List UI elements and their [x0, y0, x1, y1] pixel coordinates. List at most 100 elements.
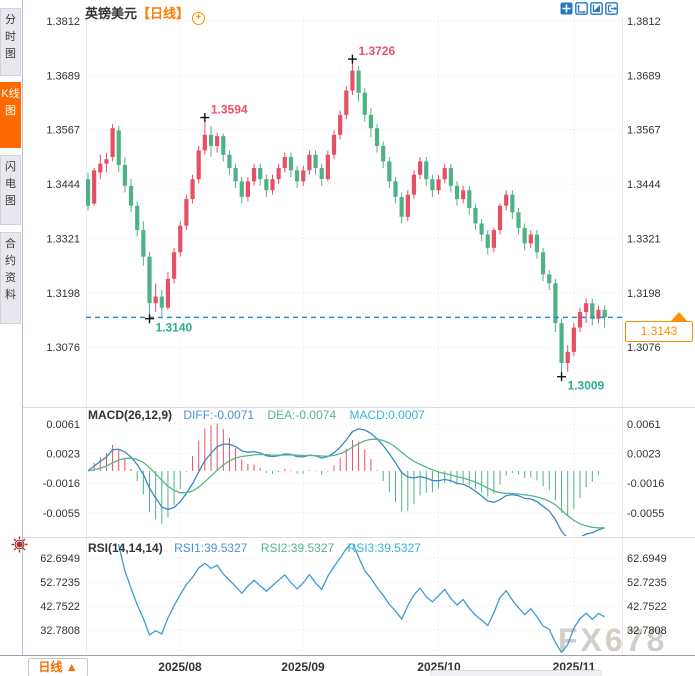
- y-axis-label: 42.7522: [40, 601, 80, 613]
- y-axis-label: 32.7808: [40, 625, 80, 637]
- y-axis-label: 0.0061: [46, 419, 80, 431]
- candle: [411, 170, 417, 200]
- candlestick-series: [86, 59, 607, 377]
- y-axis-label: 1.3198: [46, 288, 80, 300]
- sidebar-tab-timeline[interactable]: 分时图: [0, 8, 21, 76]
- candle: [325, 150, 330, 182]
- svg-text:1.3726: 1.3726: [358, 44, 395, 58]
- x-axis-label: 2025/09: [281, 660, 325, 674]
- candle: [553, 278, 558, 332]
- y-axis-label: -0.0016: [627, 478, 664, 490]
- y-axis-label: 52.7235: [627, 577, 667, 589]
- candle: [344, 86, 349, 120]
- y-axis-label: 1.3076: [46, 342, 80, 354]
- y-axis-label: 1.3567: [46, 125, 80, 137]
- y-axis-label: 1.3567: [627, 125, 661, 137]
- scrollbar-thumb[interactable]: [430, 670, 602, 676]
- svg-text:1.3009: 1.3009: [568, 379, 605, 393]
- candle: [116, 125, 121, 173]
- chart-toolbar: [560, 2, 618, 15]
- sidebar-tab-kline[interactable]: K线图: [0, 82, 21, 148]
- candle: [276, 163, 281, 184]
- candle: [251, 163, 257, 186]
- candle: [258, 163, 263, 186]
- chart-title: 英镑美元【日线】 +: [85, 3, 206, 25]
- y-axis-label: 1.3321: [627, 234, 661, 246]
- candle: [295, 165, 300, 189]
- sidebar-tab-contract-info[interactable]: 合约资料: [0, 232, 21, 324]
- y-axis-label: 1.3689: [627, 70, 661, 82]
- svg-text:1.3594: 1.3594: [211, 103, 248, 117]
- rsi-title: RSI(14,14,14): [88, 541, 163, 555]
- candle: [547, 269, 552, 290]
- svg-text:1.3140: 1.3140: [156, 321, 193, 335]
- y-axis-label: -0.0055: [43, 508, 80, 520]
- macd-macd-value: MACD:0.0007: [349, 408, 425, 422]
- candle: [590, 298, 595, 326]
- price-up-arrow-icon: [671, 312, 687, 321]
- y-axis-label: 1.3444: [46, 179, 80, 191]
- y-axis-label: 32.7808: [627, 625, 667, 637]
- candle: [202, 117, 207, 155]
- rsi2-value: RSI2:39.5327: [260, 541, 335, 555]
- candle: [571, 323, 576, 357]
- candle: [405, 190, 410, 222]
- candle: [368, 108, 373, 138]
- candle: [362, 88, 367, 122]
- candle: [584, 298, 589, 324]
- y-axis-label: -0.0016: [43, 478, 80, 490]
- price-annotation: 1.3140: [145, 314, 193, 335]
- candle: [86, 172, 91, 211]
- y-axis-label: -0.0055: [627, 508, 664, 520]
- candle: [331, 130, 337, 160]
- candle: [479, 219, 484, 242]
- candle: [221, 133, 226, 162]
- candle: [473, 203, 478, 231]
- candle: [442, 163, 447, 184]
- y-axis-label: 0.0023: [627, 448, 661, 460]
- candle: [436, 174, 441, 195]
- candle: [153, 283, 158, 313]
- candle: [227, 150, 232, 175]
- candle: [541, 247, 546, 282]
- zoom-in-icon[interactable]: [590, 2, 603, 15]
- candle: [491, 227, 496, 253]
- candle: [141, 221, 146, 266]
- y-axis-label: 62.6949: [40, 553, 80, 565]
- candle: [92, 168, 97, 206]
- period-selector[interactable]: 日线 ▲: [28, 658, 88, 676]
- candle: [399, 192, 404, 224]
- exit-chart-icon[interactable]: [605, 2, 618, 15]
- y-axis-label: 1.3444: [627, 179, 661, 191]
- macd-dea-value: DEA:-0.0074: [267, 408, 337, 422]
- candle: [418, 156, 423, 180]
- candle: [387, 156, 392, 189]
- y-axis-label: 0.0061: [627, 419, 661, 431]
- macd-diff-value: DIFF:-0.0071: [183, 408, 255, 422]
- macd-title: MACD(26,12,9): [88, 408, 173, 422]
- y-axis-label: 1.3812: [46, 16, 80, 28]
- fit-axes-icon[interactable]: [575, 2, 588, 15]
- y-axis-label: 1.3321: [46, 234, 80, 246]
- candle: [497, 203, 503, 235]
- period-tag: 【日线】: [137, 6, 190, 21]
- candle: [448, 163, 453, 193]
- crosshair-icon[interactable]: [560, 2, 573, 15]
- price-annotation: 1.3726: [347, 44, 395, 64]
- candle: [510, 190, 515, 220]
- candle: [338, 110, 343, 140]
- y-axis-label: 52.7235: [40, 577, 80, 589]
- candle: [147, 252, 152, 319]
- circle-plus-icon[interactable]: +: [192, 12, 206, 25]
- sidebar-tab-lightning[interactable]: 闪电图: [0, 155, 21, 225]
- candle: [430, 174, 435, 197]
- candle: [98, 154, 103, 180]
- y-axis-label: 0.0023: [46, 448, 80, 460]
- candle: [454, 181, 460, 206]
- rsi-header: RSI(14,14,14) RSI1:39.5327 RSI2:39.5327 …: [88, 541, 421, 555]
- candle: [461, 185, 466, 204]
- candle: [307, 150, 312, 175]
- y-axis-label: 1.3076: [627, 342, 661, 354]
- candle: [559, 318, 564, 377]
